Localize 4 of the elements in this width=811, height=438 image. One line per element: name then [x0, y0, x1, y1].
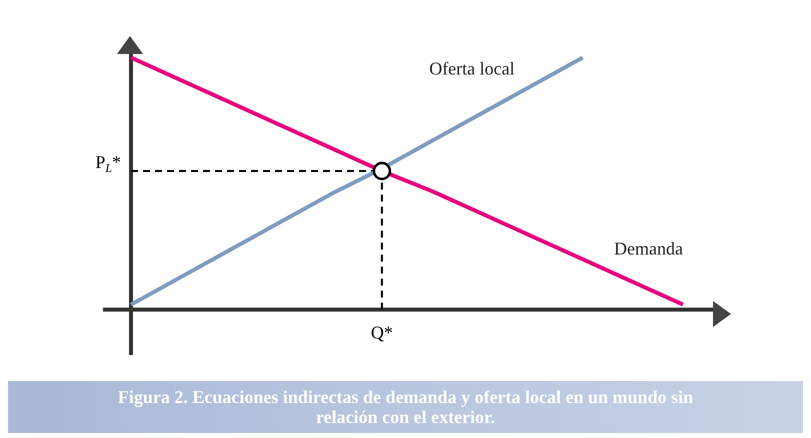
- text: Figura 2. Ecuaciones indirectas de demanda y oferta local en un mundo sin relación con el exterior.: [116, 387, 694, 427]
- text: Q*: [370, 322, 393, 342]
- series-label: Demanda: [614, 238, 684, 258]
- series-label: Oferta local: [429, 58, 515, 78]
